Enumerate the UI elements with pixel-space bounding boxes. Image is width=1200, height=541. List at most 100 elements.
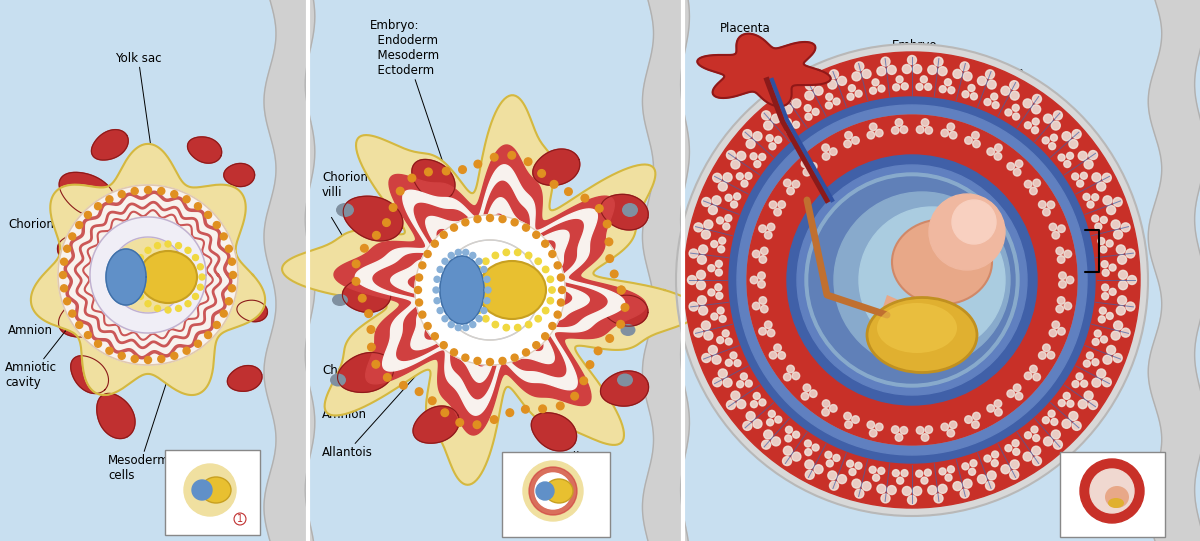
Circle shape	[1058, 272, 1067, 280]
Circle shape	[920, 76, 928, 83]
Circle shape	[221, 233, 227, 240]
Circle shape	[725, 215, 732, 222]
Circle shape	[764, 321, 772, 328]
Circle shape	[740, 180, 748, 187]
Text: Allantois: Allantois	[800, 325, 851, 439]
Circle shape	[548, 287, 556, 293]
Circle shape	[724, 378, 732, 387]
Circle shape	[766, 135, 773, 142]
Circle shape	[535, 258, 541, 265]
Polygon shape	[59, 296, 112, 337]
Circle shape	[929, 194, 1006, 270]
Text: Mesoderm
cells: Mesoderm cells	[108, 349, 178, 482]
Circle shape	[854, 462, 862, 469]
Circle shape	[938, 484, 947, 493]
Polygon shape	[31, 144, 265, 395]
Text: Chorionic
villi: Chorionic villi	[322, 171, 378, 258]
Circle shape	[1106, 313, 1114, 319]
Circle shape	[1049, 223, 1057, 231]
Circle shape	[797, 165, 1027, 395]
Circle shape	[1103, 173, 1111, 182]
Circle shape	[558, 274, 564, 281]
Circle shape	[144, 357, 151, 364]
Circle shape	[1057, 256, 1064, 263]
Circle shape	[475, 266, 481, 273]
Circle shape	[920, 477, 928, 484]
Circle shape	[1114, 197, 1122, 207]
Circle shape	[184, 347, 190, 354]
Circle shape	[877, 467, 884, 474]
Circle shape	[684, 52, 1140, 508]
Polygon shape	[415, 215, 565, 365]
Circle shape	[157, 188, 164, 195]
Circle shape	[1025, 432, 1032, 439]
Text: Amniotic
cavity: Amniotic cavity	[752, 118, 860, 205]
Circle shape	[425, 168, 432, 176]
Polygon shape	[227, 366, 262, 391]
Circle shape	[964, 72, 972, 81]
Circle shape	[784, 105, 792, 114]
Polygon shape	[697, 34, 830, 107]
Circle shape	[676, 44, 1148, 516]
Circle shape	[784, 373, 791, 381]
Circle shape	[611, 270, 618, 278]
Circle shape	[434, 276, 440, 282]
Circle shape	[701, 321, 710, 330]
Circle shape	[1128, 275, 1136, 285]
Circle shape	[448, 253, 454, 259]
Circle shape	[970, 460, 977, 467]
Circle shape	[872, 79, 878, 86]
Circle shape	[1032, 127, 1038, 134]
Circle shape	[805, 81, 815, 90]
Circle shape	[76, 221, 83, 228]
Text: Chorionic
villi: Chorionic villi	[978, 134, 1130, 293]
Circle shape	[764, 232, 772, 239]
Circle shape	[694, 328, 703, 337]
Circle shape	[617, 320, 624, 328]
Circle shape	[1025, 180, 1032, 188]
Circle shape	[829, 148, 838, 155]
Circle shape	[892, 127, 899, 134]
Circle shape	[986, 405, 995, 412]
Circle shape	[737, 151, 746, 160]
Circle shape	[1118, 281, 1128, 289]
Circle shape	[862, 481, 871, 491]
Circle shape	[991, 93, 997, 100]
Circle shape	[1076, 373, 1084, 380]
Circle shape	[716, 337, 724, 344]
Text: Embryo:
  Endoderm
  Mesoderm
  Ectoderm: Embryo: Endoderm Mesoderm Ectoderm	[370, 19, 474, 255]
Circle shape	[901, 470, 908, 477]
FancyBboxPatch shape	[502, 452, 610, 537]
Circle shape	[922, 434, 929, 441]
Circle shape	[716, 217, 724, 224]
Circle shape	[1054, 111, 1062, 120]
Circle shape	[1056, 305, 1063, 313]
Polygon shape	[187, 137, 222, 163]
Circle shape	[802, 392, 809, 400]
Circle shape	[1001, 86, 1010, 95]
Circle shape	[876, 129, 883, 137]
Circle shape	[881, 494, 890, 503]
Circle shape	[991, 451, 998, 458]
Circle shape	[792, 452, 800, 461]
Circle shape	[965, 416, 972, 424]
Circle shape	[68, 310, 76, 317]
Circle shape	[1106, 206, 1116, 215]
Circle shape	[606, 335, 613, 342]
Circle shape	[515, 325, 521, 331]
Circle shape	[1100, 216, 1108, 223]
Circle shape	[984, 455, 991, 462]
Ellipse shape	[202, 477, 230, 503]
Circle shape	[476, 258, 482, 265]
Circle shape	[892, 426, 899, 433]
Ellipse shape	[478, 261, 546, 319]
Circle shape	[533, 232, 540, 239]
Circle shape	[994, 400, 1002, 407]
Circle shape	[60, 258, 67, 265]
Circle shape	[708, 206, 718, 215]
Circle shape	[848, 85, 856, 92]
Circle shape	[1015, 392, 1022, 400]
Circle shape	[845, 421, 852, 428]
Circle shape	[144, 187, 151, 194]
Text: Yolk
sac: Yolk sac	[518, 319, 583, 479]
